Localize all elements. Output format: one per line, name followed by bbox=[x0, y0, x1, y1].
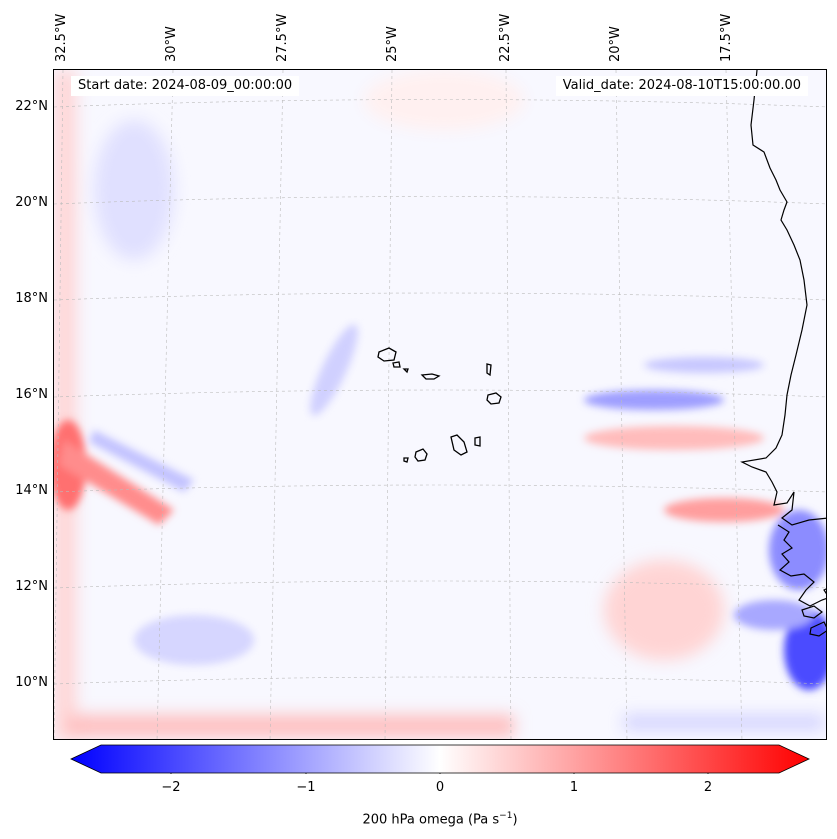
colorbar-label-exponent: −1 bbox=[499, 811, 513, 821]
lat-label-10n: 10°N bbox=[15, 675, 48, 690]
colorbar-body bbox=[70, 744, 810, 774]
colorbar-tick-0: 0 bbox=[435, 780, 445, 795]
lat-label-14n: 14°N bbox=[15, 483, 48, 498]
omega-field-map bbox=[54, 70, 826, 739]
colorbar-tick-minus-2: −2 bbox=[161, 780, 181, 795]
map-panel bbox=[53, 69, 827, 740]
central-blue-streak bbox=[310, 324, 358, 416]
lon-label-27-5w: 27.5°W bbox=[275, 13, 290, 62]
start-date-label: Start date: 2024-08-09_00:00:00 bbox=[71, 76, 300, 96]
lon-label-30w: 30°W bbox=[164, 26, 179, 62]
nw-blue-patch bbox=[94, 120, 174, 260]
west-edge-band bbox=[54, 70, 76, 739]
coast-blue-c bbox=[734, 600, 814, 630]
island-boa-vista bbox=[486, 392, 502, 405]
lat-label-22n: 22°N bbox=[15, 99, 48, 114]
east-blue-streak-2 bbox=[644, 357, 764, 373]
colorbar-tick-minus-1: −1 bbox=[296, 780, 316, 795]
coastline-guinea-bissau bbox=[777, 524, 826, 607]
lat-label-12n: 12°N bbox=[15, 579, 48, 594]
colorbar-tick-1: 1 bbox=[569, 780, 579, 795]
lon-label-32-5w: 32.5°W bbox=[54, 13, 69, 62]
lon-label-22-5w: 22.5°W bbox=[498, 13, 513, 62]
coast-blue-b bbox=[784, 610, 826, 690]
island-maio bbox=[474, 436, 481, 447]
island-brava bbox=[403, 457, 409, 463]
lon-label-20w: 20°W bbox=[608, 26, 623, 62]
african-coastline bbox=[740, 70, 826, 526]
diagonal-blue-band bbox=[89, 430, 194, 492]
diagonal-red-band bbox=[59, 440, 174, 525]
graticule bbox=[54, 70, 826, 739]
island-santo-antao bbox=[377, 347, 397, 362]
colorbar-ticks bbox=[170, 773, 709, 774]
south-edge-band bbox=[69, 715, 514, 737]
south-east-band bbox=[624, 715, 824, 730]
island-santa-luzia bbox=[402, 368, 409, 374]
island-sao-vicente bbox=[392, 361, 401, 368]
mid-blue-patch bbox=[134, 615, 254, 665]
coastline-islands-south bbox=[801, 588, 826, 637]
colorbar-label: 200 hPa omega (Pa s−1) bbox=[0, 808, 837, 828]
central-east-pink bbox=[604, 560, 724, 660]
island-sao-nicolau bbox=[420, 373, 441, 380]
colorbar-label-text: 200 hPa omega (Pa s bbox=[362, 812, 500, 828]
lon-label-25w: 25°W bbox=[385, 26, 400, 62]
lon-label-17-5w: 17.5°W bbox=[719, 13, 734, 62]
cape-verde-islands bbox=[377, 347, 502, 463]
lat-label-20n: 20°N bbox=[15, 195, 48, 210]
lat-label-16n: 16°N bbox=[15, 387, 48, 402]
colorbar bbox=[70, 744, 810, 774]
east-pink-streak bbox=[584, 426, 764, 450]
lat-label-18n: 18°N bbox=[15, 291, 48, 306]
colorbar-label-close: ) bbox=[512, 812, 518, 828]
coast-blue-a bbox=[769, 510, 826, 590]
island-sal bbox=[486, 363, 492, 377]
north-pink bbox=[364, 70, 524, 130]
island-fogo bbox=[414, 448, 428, 462]
east-blue-streak bbox=[584, 390, 724, 410]
colorbar-tick-2: 2 bbox=[703, 780, 713, 795]
island-santiago bbox=[450, 434, 468, 456]
east-red-streak bbox=[664, 498, 784, 522]
valid-date-label: Valid_date: 2024-08-10T15:00:00.00 bbox=[555, 76, 808, 96]
